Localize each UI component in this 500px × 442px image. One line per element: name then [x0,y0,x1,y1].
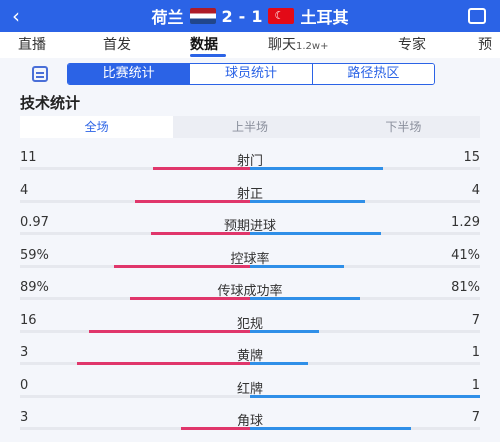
away-stat-bar [250,394,480,398]
stat-row: 16 犯规 7 [0,313,500,345]
section-title: 技术统计 [20,94,81,112]
away-stat-value: 15 [463,150,480,165]
away-score: 1 [251,6,263,26]
stat-row: 4 射正 4 [0,183,500,215]
away-stat-value: 4 [471,182,480,198]
stats-type-segment: 比赛统计 球员统计 路径热区 [67,63,435,85]
stat-bar-track [20,264,480,268]
stat-label: 射正 [236,186,263,202]
home-stat-value: 0 [20,377,29,393]
stat-row: 59% 控球率 41% [0,248,500,280]
stat-row: 0.97 预期进球 1.29 [0,215,500,247]
home-stat-bar [77,362,250,365]
stat-label: 黄牌 [236,349,263,364]
away-stat-value: 7 [471,410,480,425]
tab-chat[interactable]: 聊天1.2w+ [268,34,328,54]
score-separator: - [238,6,246,26]
home-score: 2 [221,6,233,26]
subtab-player-stats[interactable]: 球员统计 [189,64,312,84]
chat-count-badge: 1.2w+ [296,41,329,52]
home-stat-bar [181,427,250,430]
home-stat-bar [153,167,250,170]
stat-bar-track [20,362,480,365]
away-stat-value: 1 [471,377,480,393]
home-stat-bar [151,232,250,235]
period-selector: 全场 上半场 下半场 [20,116,480,138]
away-stat-value: 7 [471,312,480,328]
netherlands-flag-icon [189,8,216,24]
period-first-half[interactable]: 上半场 [231,120,268,134]
away-stat-bar [250,427,411,430]
stat-bar-track [20,232,480,235]
stat-bar-track [20,394,480,398]
home-stat-bar [114,264,250,268]
match-header: ‹ 荷兰 2 - 1 ☾ 土耳其 [0,0,500,32]
away-stat-bar [250,329,319,333]
away-team-name: 土耳其 [300,8,349,27]
home-stat-bar [130,297,250,300]
stat-label: 角球 [236,414,263,429]
away-stat-value: 1 [471,345,480,360]
tab-data[interactable]: 数据 [190,37,218,53]
stat-row: 0 红牌 1 [0,378,500,410]
back-arrow-icon[interactable]: ‹ [12,4,20,28]
stat-bar-track [20,329,480,333]
period-full[interactable]: 全场 [20,116,174,138]
stat-label: 传球成功率 [217,284,283,299]
home-stat-bar [135,199,250,203]
stat-bar-track [20,199,480,203]
stat-label: 控球率 [230,251,270,267]
home-stat-value: 11 [20,150,37,165]
home-team-name: 荷兰 [151,8,184,27]
stat-label: 射门 [236,154,263,169]
stat-row: 89% 传球成功率 81% [0,280,500,312]
turkey-flag-icon: ☾ [268,8,295,24]
share-icon[interactable] [468,8,486,24]
away-stat-bar [250,264,344,268]
active-tab-indicator [190,54,226,57]
home-stat-value: 4 [20,182,29,198]
away-stat-bar [250,232,381,235]
document-icon[interactable] [32,66,48,82]
home-stat-bar [89,329,250,333]
home-stat-value: 0.97 [20,215,49,230]
away-stat-bar [250,362,308,365]
away-stat-value: 81% [451,280,480,295]
away-stat-value: 1.29 [451,215,480,230]
stat-label: 红牌 [236,381,263,397]
home-stat-value: 3 [20,345,29,360]
tab-experts[interactable]: 专家 [398,37,426,53]
subtab-match-stats[interactable]: 比赛统计 [68,64,190,84]
home-stat-value: 89% [20,280,49,295]
stat-label: 预期进球 [223,219,276,234]
tab-lineup[interactable]: 首发 [103,37,131,53]
home-stat-value: 3 [20,410,29,425]
tab-predict[interactable]: 预 [478,37,492,53]
subtab-heatmap[interactable]: 路径热区 [311,64,434,84]
tab-chat-label: 聊天 [268,37,296,53]
subtab-row: 比赛统计 球员统计 路径热区 [0,58,500,90]
stat-label: 犯规 [236,316,263,332]
stat-bar-track [20,167,480,170]
away-stat-bar [250,297,360,300]
stat-row: 3 黄牌 1 [0,345,500,377]
home-stat-value: 59% [20,247,49,263]
stat-bar-track [20,427,480,430]
stat-bar-track [20,297,480,300]
away-stat-bar [250,167,383,170]
stat-row: 3 角球 7 [0,410,500,442]
away-stat-value: 41% [451,247,480,263]
away-stat-bar [250,199,365,203]
scoreline: 荷兰 2 - 1 ☾ 土耳其 [0,0,500,32]
home-stat-value: 16 [20,312,37,328]
match-tabs: 直播 首发 数据 聊天1.2w+ 专家 预 [0,32,500,58]
stat-row: 11 射门 15 [0,150,500,182]
period-second-half[interactable]: 下半场 [385,120,422,134]
tab-live[interactable]: 直播 [18,37,46,53]
